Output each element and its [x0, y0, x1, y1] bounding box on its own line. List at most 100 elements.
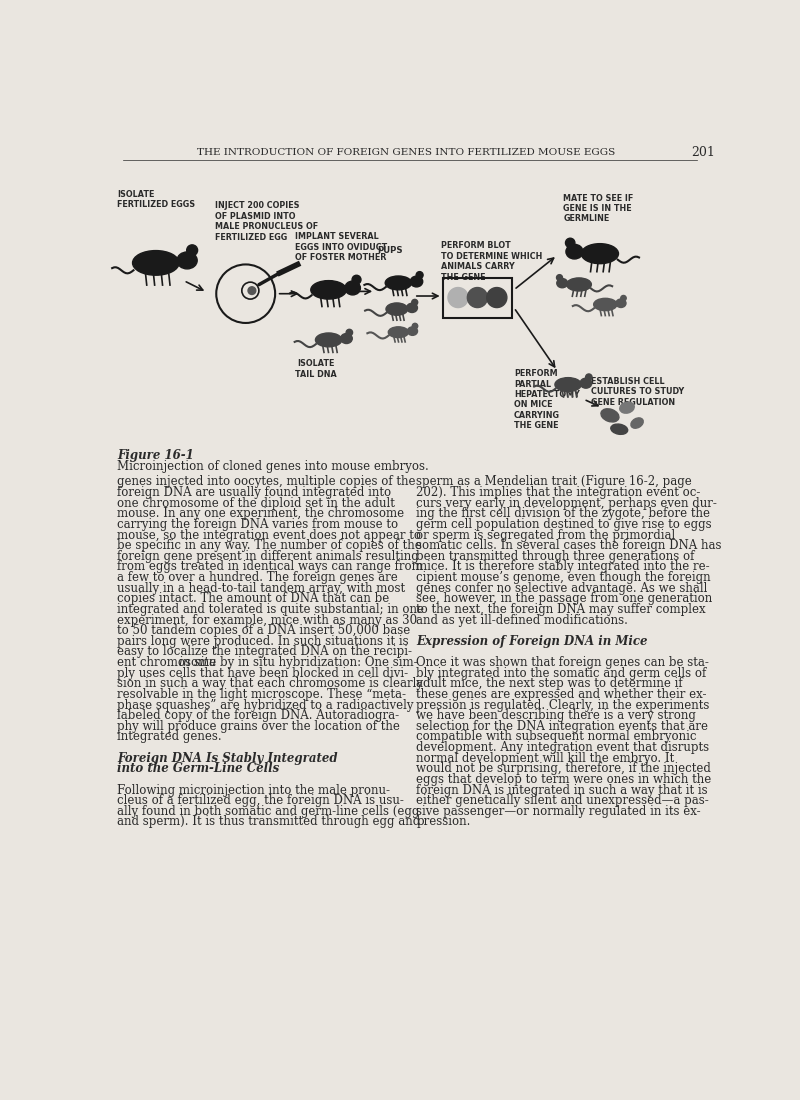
Text: eggs that develop to term were ones in which the: eggs that develop to term were ones in w…	[416, 773, 711, 785]
Text: Following microinjection into the male pronu-: Following microinjection into the male p…	[117, 783, 390, 796]
Text: foreign DNA is integrated in such a way that it is: foreign DNA is integrated in such a way …	[416, 783, 708, 796]
Circle shape	[566, 239, 575, 248]
Circle shape	[586, 374, 592, 381]
Text: mice. It is therefore stably integrated into the re-: mice. It is therefore stably integrated …	[416, 560, 710, 573]
Text: normal development will kill the embryo. It: normal development will kill the embryo.…	[416, 751, 674, 764]
Circle shape	[416, 272, 423, 278]
Text: 202). This implies that the integration event oc-: 202). This implies that the integration …	[416, 486, 701, 499]
Ellipse shape	[631, 418, 643, 428]
Text: curs very early in development, perhaps even dur-: curs very early in development, perhaps …	[416, 497, 717, 509]
Text: resolvable in the light microscope. These “meta-: resolvable in the light microscope. Thes…	[117, 688, 406, 701]
Text: phy will produce grains over the location of the: phy will produce grains over the locatio…	[117, 719, 400, 733]
Circle shape	[448, 287, 468, 308]
Text: ISOLATE
FERTILIZED EGGS: ISOLATE FERTILIZED EGGS	[117, 189, 195, 209]
Text: integrated and tolerated is quite substantial; in one: integrated and tolerated is quite substa…	[117, 603, 424, 616]
Text: and sperm). It is thus transmitted through egg and: and sperm). It is thus transmitted throu…	[117, 815, 420, 828]
Text: would not be surprising, therefore, if the injected: would not be surprising, therefore, if t…	[416, 762, 711, 776]
Ellipse shape	[341, 333, 352, 343]
Text: germ cell population destined to give rise to eggs: germ cell population destined to give ri…	[416, 518, 712, 531]
Circle shape	[412, 323, 418, 329]
Text: from eggs treated in identical ways can range from: from eggs treated in identical ways can …	[117, 560, 422, 573]
Ellipse shape	[616, 299, 626, 308]
Ellipse shape	[594, 298, 617, 310]
Text: ESTABLISH CELL
CULTURES TO STUDY
GENE REGULATION: ESTABLISH CELL CULTURES TO STUDY GENE RE…	[591, 377, 685, 407]
Circle shape	[248, 287, 256, 295]
Text: sperm as a Mendelian trait (Figure 16-2, page: sperm as a Mendelian trait (Figure 16-2,…	[416, 475, 692, 488]
Text: genes injected into oocytes, multiple copies of the: genes injected into oocytes, multiple co…	[117, 475, 415, 488]
Text: mouse, so the integration event does not appear to: mouse, so the integration event does not…	[117, 528, 421, 541]
Text: pression is regulated. Clearly, in the experiments: pression is regulated. Clearly, in the e…	[416, 698, 710, 712]
Text: easy to localize the integrated DNA on the recipi-: easy to localize the integrated DNA on t…	[117, 646, 412, 659]
Ellipse shape	[611, 425, 628, 435]
Circle shape	[467, 287, 487, 308]
Ellipse shape	[133, 251, 179, 275]
Text: Expression of Foreign DNA in Mice: Expression of Foreign DNA in Mice	[416, 635, 648, 648]
Text: carrying the foreign DNA varies from mouse to: carrying the foreign DNA varies from mou…	[117, 518, 398, 531]
Circle shape	[352, 275, 361, 284]
Ellipse shape	[555, 377, 582, 392]
Text: foreign gene present in different animals resulting: foreign gene present in different animal…	[117, 550, 419, 563]
Text: been transmitted through three generations of: been transmitted through three generatio…	[416, 550, 694, 563]
Text: either genetically silent and unexpressed—a pas-: either genetically silent and unexpresse…	[416, 794, 709, 807]
Text: in situ: in situ	[178, 656, 216, 669]
Ellipse shape	[566, 278, 591, 292]
Ellipse shape	[386, 302, 408, 316]
Ellipse shape	[620, 403, 634, 414]
Ellipse shape	[580, 378, 592, 388]
Text: Once it was shown that foreign genes can be sta-: Once it was shown that foreign genes can…	[416, 656, 709, 669]
Text: ISOLATE
TAIL DNA: ISOLATE TAIL DNA	[294, 359, 336, 378]
Ellipse shape	[601, 409, 619, 422]
Text: or sperm is segregated from the primordial: or sperm is segregated from the primordi…	[416, 528, 675, 541]
Text: ally found in both somatic and germ-line cells (egg: ally found in both somatic and germ-line…	[117, 805, 419, 817]
Text: genes confer no selective advantage. As we shall: genes confer no selective advantage. As …	[416, 582, 707, 595]
Text: Figure 16-1: Figure 16-1	[117, 449, 194, 462]
Text: cleus of a fertilized egg, the foreign DNA is usu-: cleus of a fertilized egg, the foreign D…	[117, 794, 404, 807]
Text: Microinjection of cloned genes into mouse embryos.: Microinjection of cloned genes into mous…	[117, 460, 429, 473]
Ellipse shape	[310, 280, 346, 299]
Circle shape	[557, 275, 562, 280]
Text: copies intact. The amount of DNA that can be: copies intact. The amount of DNA that ca…	[117, 592, 390, 605]
Ellipse shape	[410, 276, 422, 287]
Text: somatic cells. In several cases the foreign DNA has: somatic cells. In several cases the fore…	[416, 539, 722, 552]
Text: mouse. In any one experiment, the chromosome: mouse. In any one experiment, the chromo…	[117, 507, 404, 520]
Text: into the Germ-Line Cells: into the Germ-Line Cells	[117, 762, 279, 776]
Text: MATE TO SEE IF
GENE IS IN THE
GERMLINE: MATE TO SEE IF GENE IS IN THE GERMLINE	[563, 194, 634, 223]
Text: a few to over a hundred. The foreign genes are: a few to over a hundred. The foreign gen…	[117, 571, 398, 584]
Text: bly integrated into the somatic and germ cells of: bly integrated into the somatic and germ…	[416, 667, 706, 680]
Ellipse shape	[177, 252, 197, 268]
Text: integrated genes.: integrated genes.	[117, 730, 222, 744]
Text: PERFORM
PARTIAL
HEPATECTOMY
ON MICE
CARRYING
THE GENE: PERFORM PARTIAL HEPATECTOMY ON MICE CARR…	[514, 370, 580, 430]
Text: compatible with subsequent normal embryonic: compatible with subsequent normal embryo…	[416, 730, 697, 744]
Text: foreign DNA are usually found integrated into: foreign DNA are usually found integrated…	[117, 486, 391, 499]
Circle shape	[186, 245, 198, 255]
Ellipse shape	[582, 244, 618, 264]
Text: to the next, the foreign DNA may suffer complex: to the next, the foreign DNA may suffer …	[416, 603, 706, 616]
Circle shape	[346, 329, 353, 336]
Text: these genes are expressed and whether their ex-: these genes are expressed and whether th…	[416, 688, 706, 701]
Text: one chromosome of the diploid set in the adult: one chromosome of the diploid set in the…	[117, 497, 395, 509]
Text: usually in a head-to-tail tandem array, with most: usually in a head-to-tail tandem array, …	[117, 582, 405, 595]
Text: adult mice, the next step was to determine if: adult mice, the next step was to determi…	[416, 678, 683, 691]
Text: PERFORM BLOT
TO DETERMINE WHICH
ANIMALS CARRY
THE GENE: PERFORM BLOT TO DETERMINE WHICH ANIMALS …	[441, 241, 542, 282]
Ellipse shape	[386, 276, 411, 290]
Text: labeled copy of the foreign DNA. Autoradiogra-: labeled copy of the foreign DNA. Autorad…	[117, 710, 399, 723]
Text: Foreign DNA Is Stably Integrated: Foreign DNA Is Stably Integrated	[117, 751, 338, 764]
Text: experiment, for example, mice with as many as 30: experiment, for example, mice with as ma…	[117, 614, 417, 627]
Text: ply uses cells that have been blocked in cell divi-: ply uses cells that have been blocked in…	[117, 667, 408, 680]
Text: sive passenger—or normally regulated in its ex-: sive passenger—or normally regulated in …	[416, 805, 701, 817]
Text: we have been describing there is a very strong: we have been describing there is a very …	[416, 710, 696, 723]
Text: pairs long were produced. In such situations it is: pairs long were produced. In such situat…	[117, 635, 409, 648]
Text: and as yet ill-defined modifications.: and as yet ill-defined modifications.	[416, 614, 628, 627]
Text: THE INTRODUCTION OF FOREIGN GENES INTO FERTILIZED MOUSE EGGS: THE INTRODUCTION OF FOREIGN GENES INTO F…	[197, 147, 615, 156]
Circle shape	[412, 299, 418, 306]
Text: ent chromosome by in situ hybridization: One sim-: ent chromosome by in situ hybridization:…	[117, 656, 418, 669]
Text: to 50 tandem copies of a DNA insert 50,000 base: to 50 tandem copies of a DNA insert 50,0…	[117, 624, 410, 637]
Text: be specific in any way. The number of copies of the: be specific in any way. The number of co…	[117, 539, 422, 552]
Circle shape	[621, 296, 626, 301]
Text: ing the first cell division of the zygote, before the: ing the first cell division of the zygot…	[416, 507, 710, 520]
Text: sion in such a way that each chromosome is clearly: sion in such a way that each chromosome …	[117, 678, 423, 691]
Text: development. Any integration event that disrupts: development. Any integration event that …	[416, 741, 710, 755]
Text: see, however, in the passage from one generation: see, however, in the passage from one ge…	[416, 592, 713, 605]
Ellipse shape	[407, 327, 418, 336]
Text: INJECT 200 COPIES
OF PLASMID INTO
MALE PRONUCLEUS OF
FERTILIZED EGG: INJECT 200 COPIES OF PLASMID INTO MALE P…	[214, 201, 318, 242]
